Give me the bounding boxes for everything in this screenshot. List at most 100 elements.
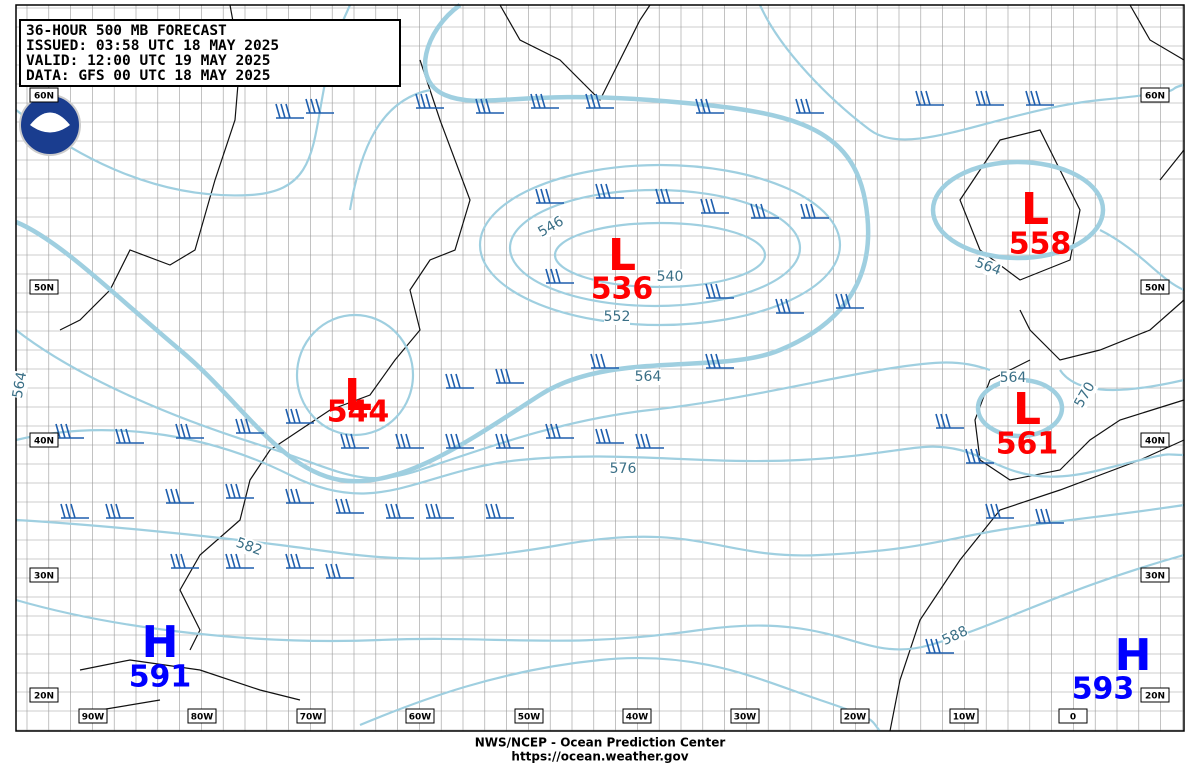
wind-barb (445, 373, 474, 389)
wind-barb (935, 413, 964, 429)
wind-barb (1025, 90, 1054, 106)
contour-line (15, 3, 871, 484)
contour-label-bg (9, 370, 31, 400)
wind-barb (495, 368, 524, 384)
lon-label-box (405, 708, 435, 724)
contour-label: 564 (1000, 370, 1027, 386)
wind-barb (495, 433, 524, 449)
center-type: H (142, 617, 179, 668)
lat-label: 50N (1145, 284, 1165, 294)
wind-barb (545, 423, 574, 439)
contour-label: 576 (610, 461, 637, 477)
lat-label-box (29, 687, 59, 703)
lat-label: 20N (1145, 692, 1165, 702)
wind-barb (305, 98, 334, 114)
wind-barb (335, 498, 364, 514)
contour-label-bg (610, 461, 636, 477)
contour-label-bg (1000, 370, 1026, 386)
lat-label-box (29, 87, 59, 103)
wind-barb (535, 188, 564, 204)
wind-barb (595, 428, 624, 444)
center-type: L (1021, 184, 1049, 235)
lat-label: 20N (34, 692, 54, 702)
center-value: 561 (996, 427, 1059, 462)
lon-label-box (840, 708, 870, 724)
contour-label-bg (657, 269, 683, 285)
wind-barb (340, 433, 369, 449)
wind-barb (60, 503, 89, 519)
lat-label: 40N (1145, 437, 1165, 447)
lat-label: 30N (1145, 572, 1165, 582)
wind-barb (105, 503, 134, 519)
lat-label: 60N (1145, 92, 1165, 102)
center-type: H (1115, 630, 1152, 681)
contour-line (15, 503, 1185, 560)
wind-barb (750, 203, 779, 219)
lon-label-box (78, 708, 108, 724)
wind-barb (115, 428, 144, 444)
wind-barb (415, 93, 444, 109)
center-type: L (608, 230, 636, 281)
lat-label-box (1140, 432, 1170, 448)
wind-barb (705, 353, 734, 369)
lat-label-box (29, 279, 59, 295)
coastline (59, 4, 241, 331)
wind-barb (385, 503, 414, 519)
coastlines (59, 4, 1185, 732)
wind-barb (595, 183, 624, 199)
lon-label: 80W (191, 713, 214, 723)
lon-label-box (622, 708, 652, 724)
header-line: DATA: GFS 00 UTC 18 MAY 2025 (26, 68, 270, 84)
lat-label-box (1140, 279, 1170, 295)
center-value: 544 (327, 395, 390, 430)
lon-label-box (187, 708, 217, 724)
contour-line (295, 313, 415, 437)
lon-label: 40W (626, 713, 649, 723)
wind-barbs (55, 90, 1064, 654)
wind-barb (800, 203, 829, 219)
lat-label: 40N (34, 437, 54, 447)
wind-barb (835, 293, 864, 309)
wind-barb (965, 448, 994, 464)
contour-line (508, 188, 802, 308)
lon-label-box (1058, 708, 1088, 724)
contour-label-bg (535, 213, 567, 241)
wind-barb (325, 563, 354, 579)
lon-label-box (949, 708, 979, 724)
noaa-logo (19, 94, 81, 156)
contour-line (15, 553, 1185, 651)
wind-barb (795, 98, 824, 114)
contour-label-bg (939, 623, 971, 649)
wind-barb (285, 553, 314, 569)
wind-barb (485, 503, 514, 519)
header-box (19, 19, 401, 87)
wind-barb (925, 638, 954, 654)
header-line: 36-HOUR 500 MB FORECAST (26, 23, 227, 39)
wind-barb (1035, 508, 1064, 524)
wind-barb (170, 553, 199, 569)
lon-label: 60W (409, 713, 432, 723)
lon-label-box (296, 708, 326, 724)
contour-label-bg (973, 255, 1003, 279)
coastline (889, 439, 1185, 732)
coastline (959, 129, 1081, 281)
coastline (179, 59, 471, 651)
wind-barb (165, 488, 194, 504)
center-value: 558 (1009, 227, 1072, 262)
lat-label-box (1140, 567, 1170, 583)
center-type: L (1013, 384, 1041, 435)
contour-label: 564 (635, 369, 662, 385)
contour-line (1099, 229, 1185, 292)
wind-barb (235, 418, 264, 434)
coastline (79, 659, 301, 711)
footer-line: NWS/NCEP - Ocean Prediction Center (475, 736, 726, 750)
contour-line (478, 163, 842, 327)
header-line: ISSUED: 03:58 UTC 18 MAY 2025 (26, 38, 279, 54)
lon-label: 10W (953, 713, 976, 723)
wind-barb (915, 90, 944, 106)
coastline (499, 4, 651, 102)
wind-barb (445, 433, 474, 449)
lon-label: 90W (82, 713, 105, 723)
